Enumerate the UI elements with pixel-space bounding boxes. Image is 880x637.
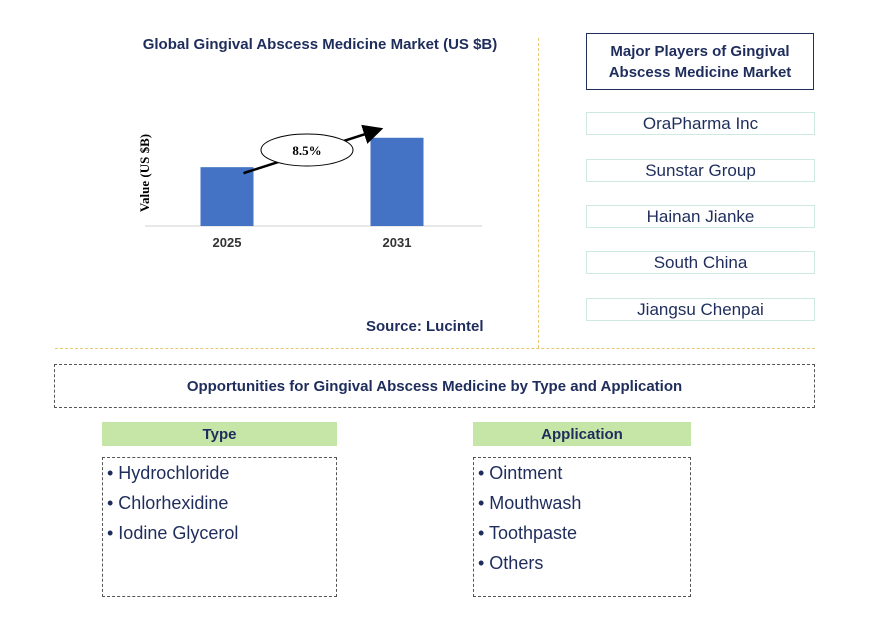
player-item: OraPharma Inc	[586, 112, 815, 135]
horizontal-divider	[55, 348, 815, 349]
type-item: • Iodine Glycerol	[107, 523, 239, 543]
chart-title: Global Gingival Abscess Medicine Market …	[142, 36, 498, 53]
players-title: Major Players of Gingival Abscess Medici…	[586, 33, 814, 90]
application-list: • Ointment • Mouthwash • Toothpaste • Ot…	[473, 457, 691, 597]
opportunities-title: Opportunities for Gingival Abscess Medic…	[54, 364, 815, 408]
player-item: Sunstar Group	[586, 159, 815, 182]
x-tick-2025: 2025	[213, 235, 242, 250]
application-header: Application	[473, 422, 691, 446]
application-item: • Ointment	[478, 463, 563, 483]
source-label: Source: Lucintel	[366, 318, 484, 335]
vertical-divider	[538, 38, 539, 348]
x-tick-2031: 2031	[383, 235, 412, 250]
type-header: Type	[102, 422, 337, 446]
cagr-label: 8.5%	[292, 143, 321, 158]
cagr-ellipse	[260, 133, 354, 167]
type-item: • Hydrochloride	[107, 463, 230, 483]
type-list: • Hydrochloride • Chlorhexidine • Iodine…	[102, 457, 337, 597]
player-item: Jiangsu Chenpai	[586, 298, 815, 321]
application-item: • Others	[478, 553, 544, 573]
application-item: • Toothpaste	[478, 523, 578, 543]
bar-2025	[200, 167, 254, 226]
player-item: Hainan Jianke	[586, 205, 815, 228]
bar-2031	[370, 137, 424, 226]
player-item: South China	[586, 251, 815, 274]
type-item: • Chlorhexidine	[107, 493, 229, 513]
application-item: • Mouthwash	[478, 493, 582, 513]
bar-chart: 2025 2031 8.5%	[145, 124, 482, 250]
